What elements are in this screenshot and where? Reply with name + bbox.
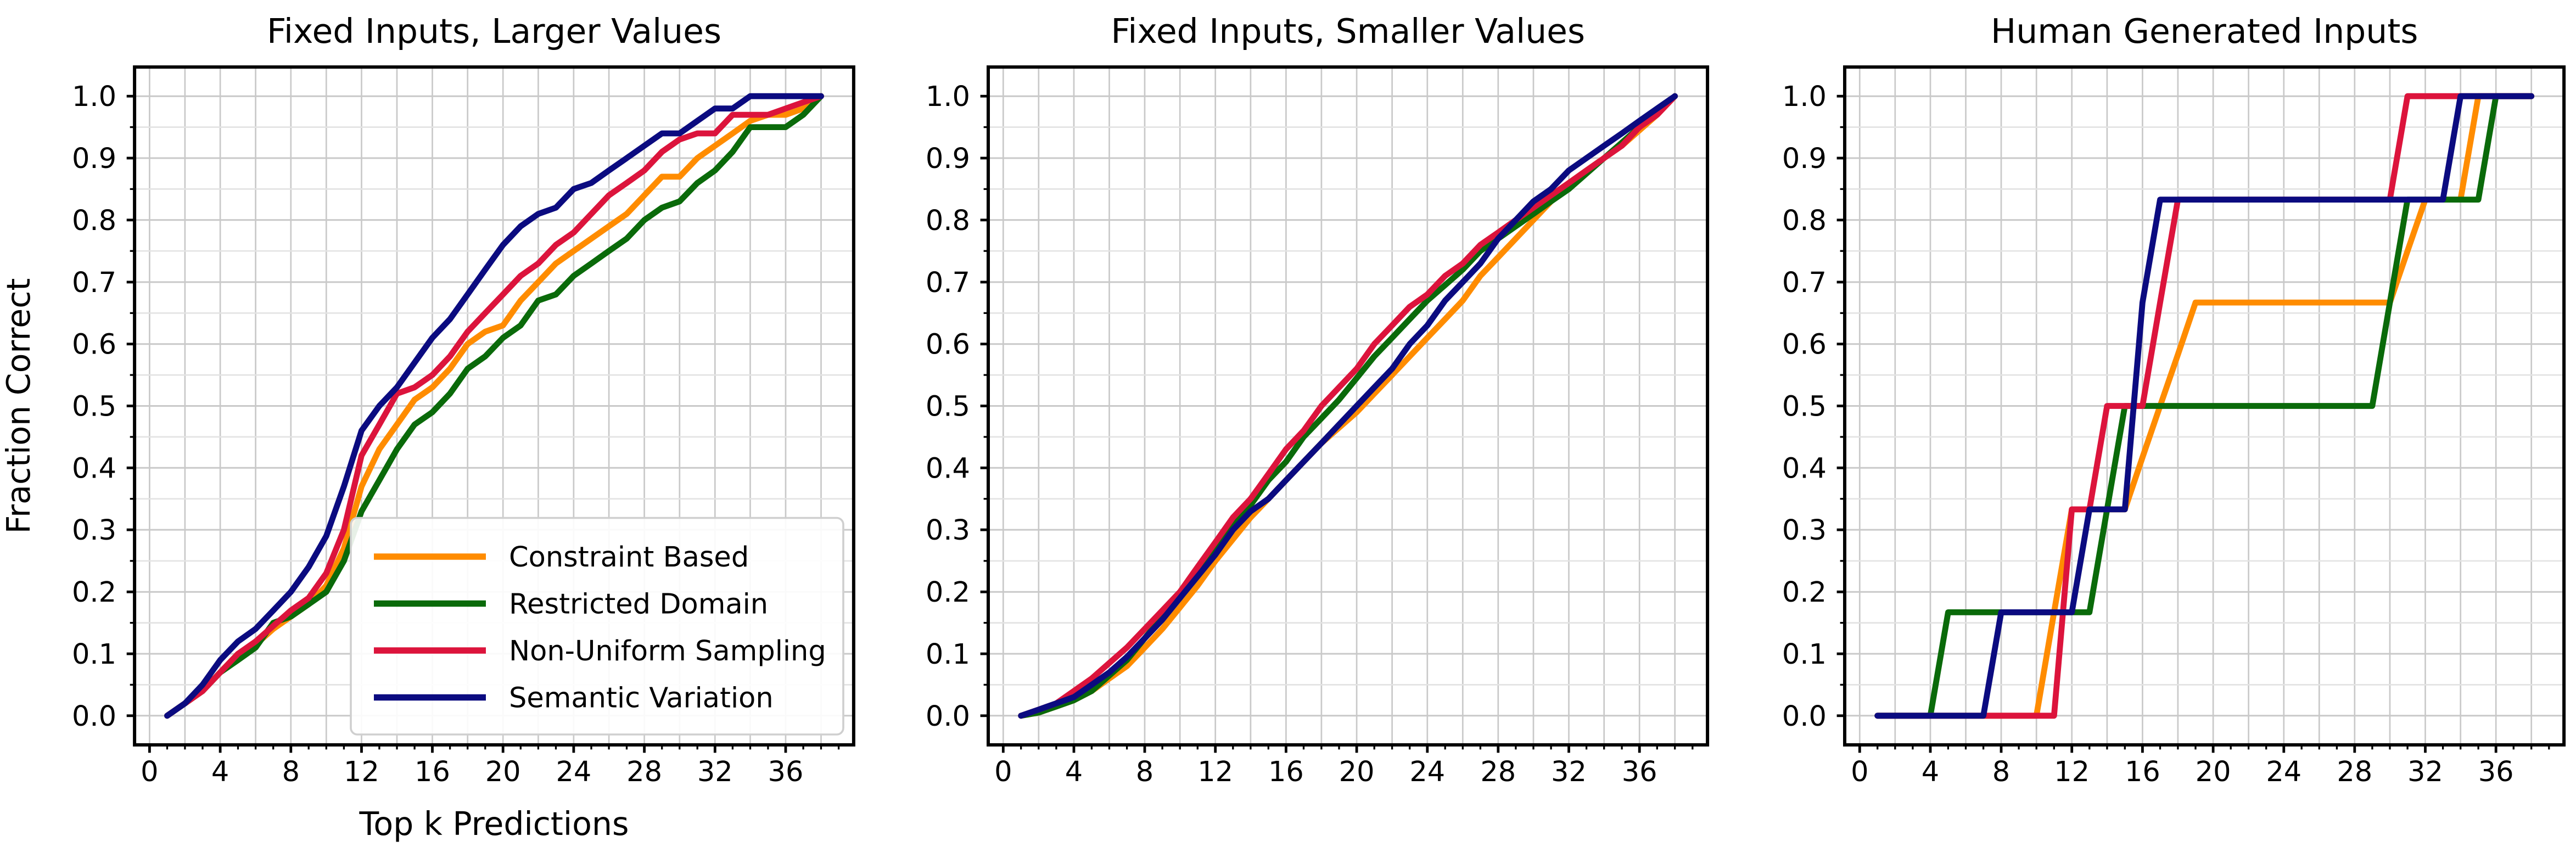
y-tick-label: 0.6: [72, 329, 116, 361]
x-tick-label: 36: [1622, 756, 1657, 788]
y-tick-label: 0.4: [926, 452, 970, 485]
y-tick-label: 0.4: [1782, 452, 1827, 485]
y-tick-label: 0.5: [72, 391, 116, 423]
chart-3-series: [1874, 93, 2535, 719]
y-tick-label: 0.7: [72, 267, 116, 299]
y-tick-label: 0.3: [926, 514, 970, 547]
y-tick-label: 0.2: [926, 576, 970, 609]
legend-label-non_uniform_sampling: Non-Uniform Sampling: [509, 635, 826, 668]
y-tick-label: 0.2: [72, 576, 116, 609]
y-tick-label: 0.7: [926, 267, 970, 299]
series-line-non_uniform_sampling: [1018, 93, 1678, 719]
x-tick-label: 8: [282, 756, 300, 788]
legend-label-semantic_variation: Semantic Variation: [509, 682, 774, 715]
x-tick-label: 4: [1065, 756, 1083, 788]
chart-3-x-axis: 0 4 8 12 16 20 24 28 32 36: [1851, 744, 2550, 788]
x-tick-label: 8: [1992, 756, 2010, 788]
x-tick-label: 28: [1480, 756, 1516, 788]
x-tick-label: 0: [1851, 756, 1868, 788]
chart-3-grid: [1845, 67, 2564, 745]
y-tick-label: 0.2: [1782, 576, 1827, 609]
series-line-semantic_variation: [1018, 93, 1678, 719]
chart-3: 0 4 8 12 16 20 24 28 32 360.00.10.20.30.40.50.60.…: [1782, 12, 2566, 788]
chart-title: Fixed Inputs, Smaller Values: [1111, 12, 1585, 51]
x-tick-label: 36: [2478, 756, 2514, 788]
y-tick-label: 0.5: [926, 391, 970, 423]
x-tick-label: 24: [556, 756, 591, 788]
x-axis-label: Top k Predictions: [359, 805, 629, 843]
chart-title: Human Generated Inputs: [1991, 12, 2418, 51]
y-tick-label: 0.1: [72, 638, 116, 671]
legend: Constraint Based Restricted Domain Non-Uni…: [350, 517, 844, 736]
x-tick-label: 12: [344, 756, 379, 788]
y-tick-label: 1.0: [926, 81, 970, 113]
x-tick-label: 16: [2125, 756, 2160, 788]
y-tick-label: 0.9: [926, 143, 970, 175]
x-tick-label: 32: [1551, 756, 1587, 788]
legend-label-restricted_domain: Restricted Domain: [509, 588, 768, 621]
x-tick-label: 20: [2196, 756, 2231, 788]
series-line-semantic_variation: [164, 93, 824, 719]
chart-title: Fixed Inputs, Larger Values: [267, 12, 721, 51]
x-tick-label: 32: [2407, 756, 2443, 788]
y-tick-label: 0.3: [1782, 514, 1827, 547]
x-tick-label: 28: [2337, 756, 2372, 788]
x-tick-label: 0: [994, 756, 1012, 788]
y-tick-label: 0.0: [926, 700, 970, 733]
chart-2: 0 4 8 12 16 20 24 28 32 360.00.10.20.30.40.50.60.…: [926, 12, 1710, 788]
chart-1-series: [164, 93, 824, 719]
y-tick-label: 0.9: [72, 143, 116, 175]
chart-1: 0 4 8 12 16 20 24 28 32 360.00.10.20.30.40.50.60.…: [0, 12, 855, 843]
y-tick-label: 0.1: [926, 638, 970, 671]
x-tick-label: 20: [485, 756, 521, 788]
y-tick-label: 0.0: [72, 700, 116, 733]
series-line-non_uniform_sampling: [164, 93, 824, 719]
y-tick-label: 0.5: [1782, 391, 1827, 423]
y-tick-label: 0.8: [926, 205, 970, 237]
series-line-semantic_variation: [1874, 93, 2535, 719]
chart-3-y-axis: 0.0 0.1 0.2 0.3 0.4 0.5 0.6 0.7 0.8 0.9 1.0: [1782, 81, 1845, 733]
y-axis-label: Fraction Correct: [0, 278, 37, 534]
x-tick-label: 16: [415, 756, 450, 788]
y-tick-label: 0.4: [72, 452, 116, 485]
x-tick-label: 24: [1409, 756, 1445, 788]
y-tick-label: 0.3: [72, 514, 116, 547]
x-tick-label: 36: [768, 756, 804, 788]
chart-2-y-axis: 0.0 0.1 0.2 0.3 0.4 0.5 0.6 0.7 0.8 0.9 1.0: [926, 81, 988, 733]
x-tick-label: 4: [211, 756, 229, 788]
y-tick-label: 1.0: [1782, 81, 1827, 113]
legend-box: [350, 517, 844, 736]
y-tick-label: 0.8: [72, 205, 116, 237]
x-tick-label: 8: [1136, 756, 1153, 788]
x-tick-label: 32: [697, 756, 733, 788]
y-tick-label: 1.0: [72, 81, 116, 113]
y-tick-label: 0.6: [926, 329, 970, 361]
chart-1-y-axis: 0.0 0.1 0.2 0.3 0.4 0.5 0.6 0.7 0.8 0.9 1.0: [72, 81, 135, 733]
x-tick-label: 24: [2266, 756, 2301, 788]
chart-2-x-axis: 0 4 8 12 16 20 24 28 32 36: [994, 744, 1694, 788]
x-tick-label: 12: [1197, 756, 1233, 788]
y-tick-label: 0.0: [1782, 700, 1827, 733]
chart-2-series: [1018, 93, 1678, 719]
y-tick-label: 0.1: [1782, 638, 1827, 671]
chart-2-grid: [988, 67, 1708, 745]
x-tick-label: 12: [2054, 756, 2090, 788]
x-tick-label: 0: [141, 756, 158, 788]
x-tick-label: 16: [1268, 756, 1304, 788]
chart-1-x-axis: 0 4 8 12 16 20 24 28 32 36: [141, 744, 840, 788]
y-tick-label: 0.9: [1782, 143, 1827, 175]
x-tick-label: 20: [1339, 756, 1375, 788]
legend-label-constraint_based: Constraint Based: [509, 541, 749, 574]
x-tick-label: 4: [1922, 756, 1939, 788]
x-tick-label: 28: [626, 756, 662, 788]
y-tick-label: 0.6: [1782, 329, 1827, 361]
y-tick-label: 0.8: [1782, 205, 1827, 237]
y-tick-label: 0.7: [1782, 267, 1827, 299]
